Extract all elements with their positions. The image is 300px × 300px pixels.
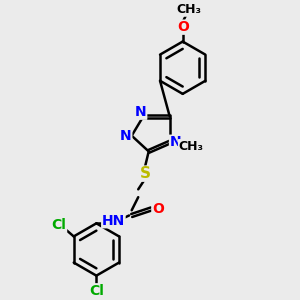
Text: Cl: Cl bbox=[89, 284, 104, 298]
Text: Cl: Cl bbox=[52, 218, 67, 233]
Text: N: N bbox=[135, 105, 147, 119]
Text: S: S bbox=[140, 166, 151, 181]
Text: CH₃: CH₃ bbox=[178, 140, 204, 153]
Text: N: N bbox=[120, 129, 132, 143]
Text: O: O bbox=[152, 202, 164, 216]
Text: O: O bbox=[177, 20, 189, 34]
Text: HN: HN bbox=[102, 214, 125, 228]
Text: N: N bbox=[169, 135, 181, 149]
Text: CH₃: CH₃ bbox=[176, 3, 201, 16]
